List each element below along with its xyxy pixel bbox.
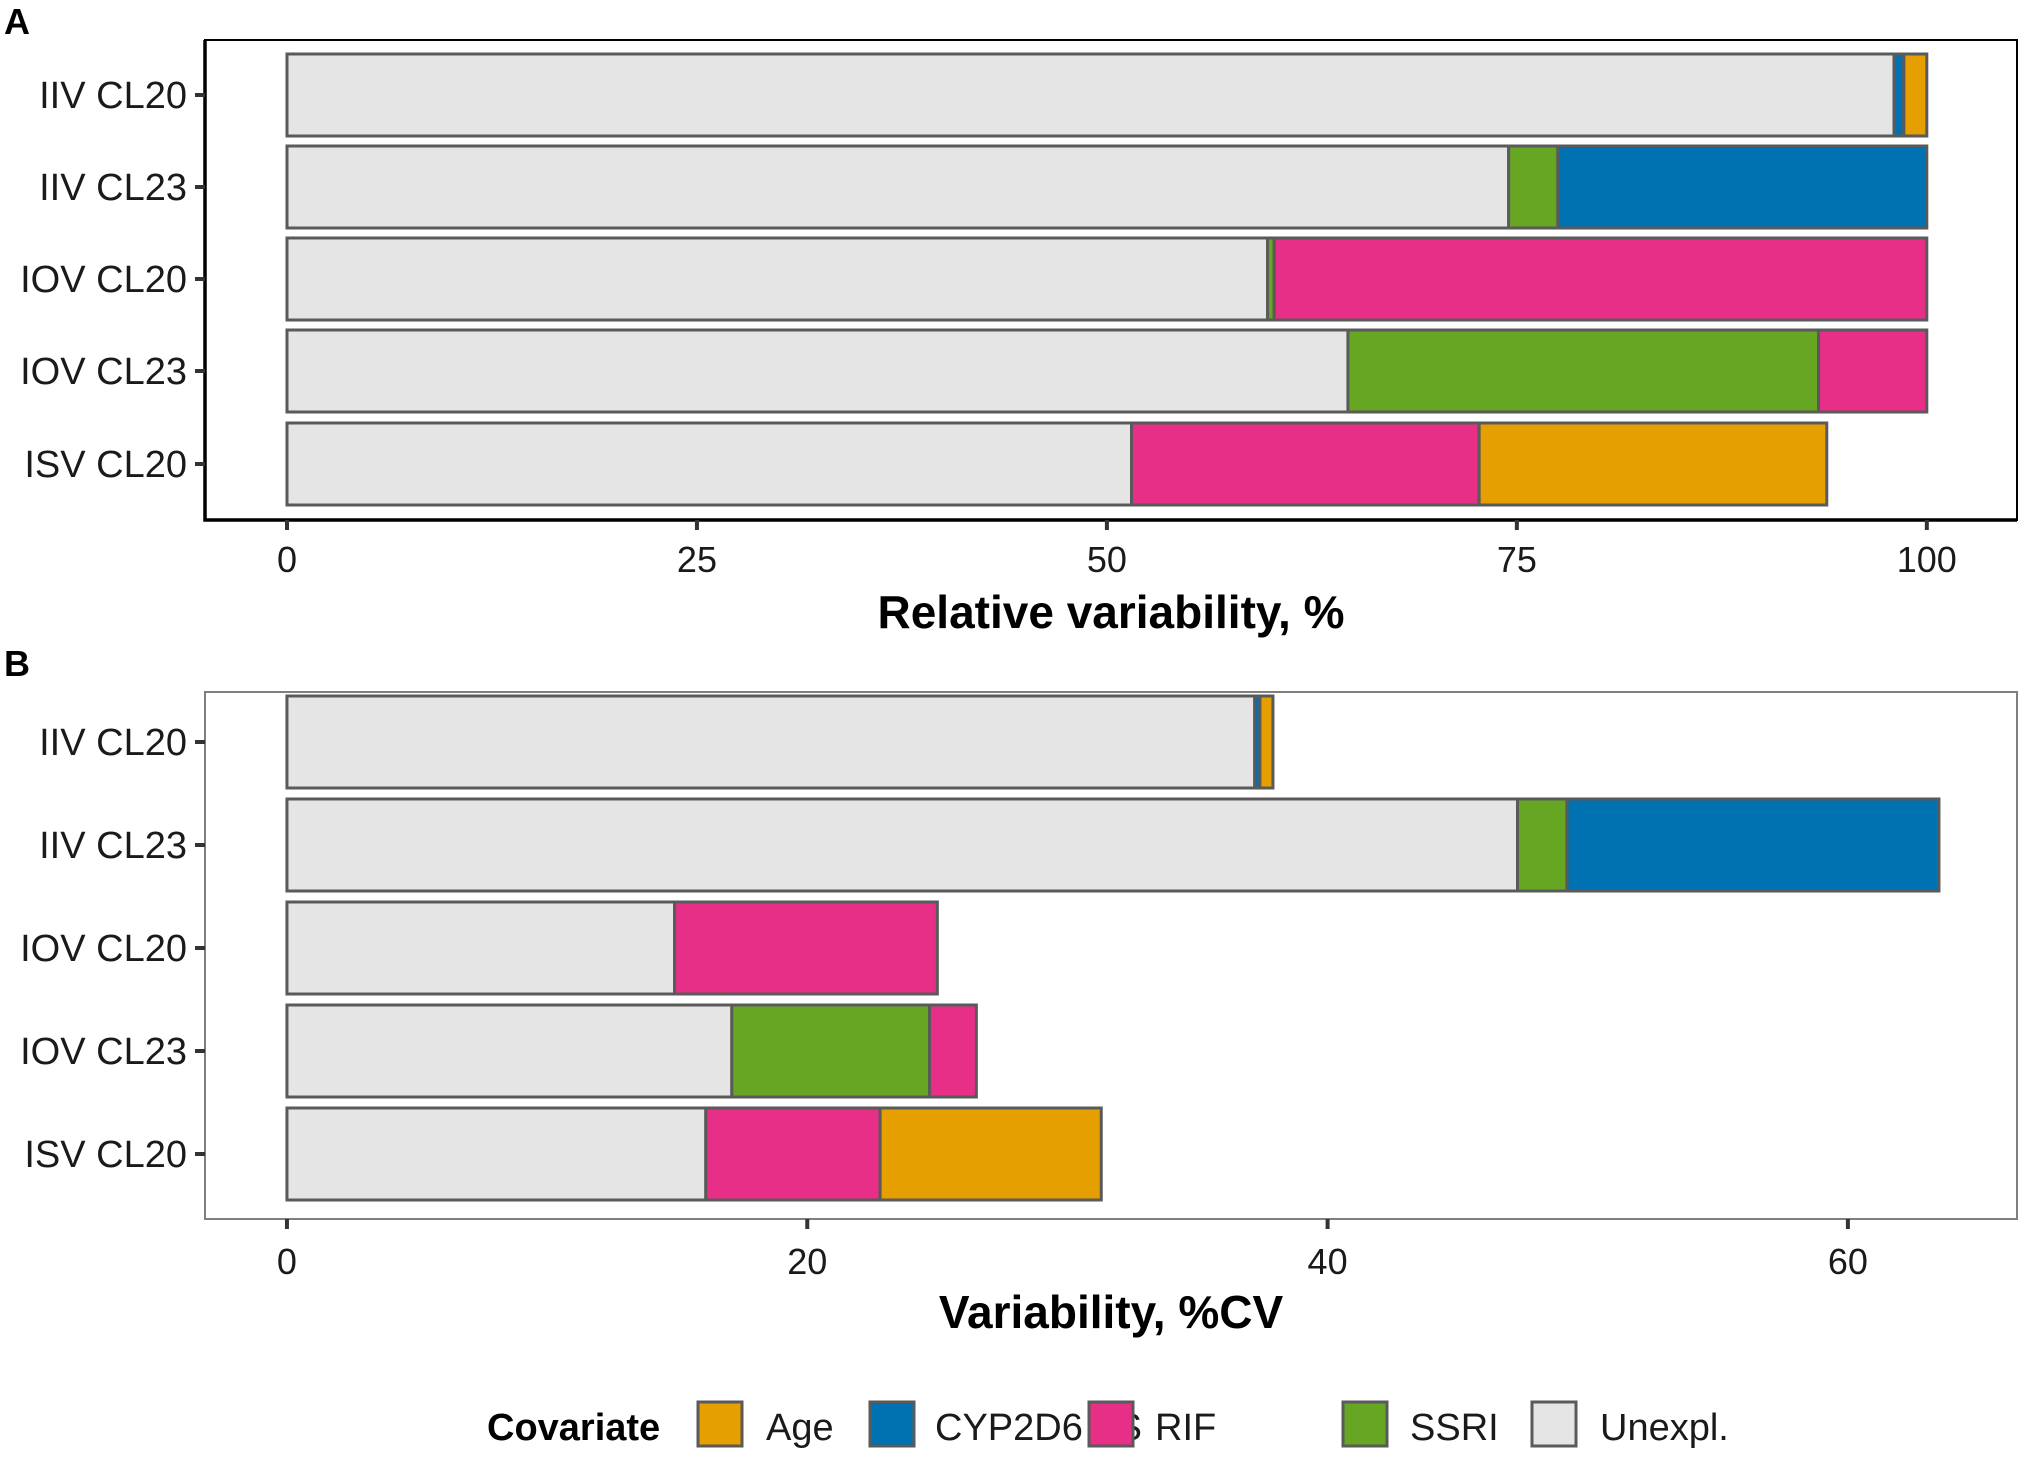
plot-panel-border [204, 691, 2018, 1220]
bar-iov-cl20-unexpl [285, 900, 677, 996]
bar-iiv-cl23-unexpl [285, 144, 1511, 230]
bar-iiv-cl20-unexpl [285, 694, 1257, 790]
y-tick-label: IIV CL20 [39, 75, 187, 117]
legend-key-unexpl [1530, 1400, 1578, 1448]
x-axis-title: Variability, %CV [939, 1286, 1284, 1338]
x-tick-label: 40 [1308, 1241, 1348, 1282]
y-tick-label: IOV CL20 [20, 259, 187, 301]
x-axis-title: Relative variability, % [877, 586, 1344, 638]
bar-iov-cl23-unexpl [285, 328, 1350, 414]
bar-iov-cl23-ssri [1346, 328, 1821, 414]
panel-label: B [4, 643, 30, 684]
x-tick-label: 50 [1087, 539, 1127, 580]
bar-iiv-cl20-age [1902, 52, 1929, 138]
y-tick-label: ISV CL20 [24, 444, 187, 486]
bar-isv-cl20-unexpl [285, 421, 1133, 507]
legend-label-age: Age [766, 1407, 834, 1449]
x-tick-label: 60 [1828, 1241, 1868, 1282]
legend: Covariate Age CYP2D6 AS RIF SSRI Unexpl. [487, 1400, 1729, 1449]
y-tick-label: IOV CL20 [20, 928, 187, 970]
bar-iov-cl23-unexpl [285, 1003, 734, 1099]
legend-key-rif [1087, 1400, 1135, 1448]
legend-label-ssri: SSRI [1410, 1407, 1499, 1449]
axis-lines [203, 40, 2017, 522]
y-tick-label: IOV CL23 [20, 351, 187, 393]
bar-iiv-cl23-cyp2d6-as [1556, 144, 1929, 230]
x-tick-label: 25 [677, 539, 717, 580]
bar-isv-cl20-unexpl [285, 1106, 708, 1202]
bar-isv-cl20-age [878, 1106, 1103, 1202]
bar-isv-cl20-rif [1129, 421, 1481, 507]
legend-key-ssri [1341, 1400, 1389, 1448]
panel-label: A [4, 1, 30, 42]
y-tick-label: IOV CL23 [20, 1031, 187, 1073]
legend-key-age [696, 1400, 744, 1448]
bar-iiv-cl23-cyp2d6-as [1565, 797, 1941, 893]
bar-isv-cl20-rif [704, 1106, 882, 1202]
y-tick-label: IIV CL23 [39, 167, 187, 209]
bar-iov-cl20-rif [673, 900, 939, 996]
y-tick-label: IIV CL20 [39, 722, 187, 764]
legend-key-cyp2d6-as [868, 1400, 916, 1448]
bar-iiv-cl20-unexpl [285, 52, 1896, 138]
x-tick-label: 20 [787, 1241, 827, 1282]
legend-title: Covariate [487, 1407, 660, 1449]
bar-isv-cl20-age [1477, 421, 1829, 507]
x-tick-label: 100 [1897, 539, 1957, 580]
x-tick-label: 0 [277, 1241, 297, 1282]
legend-label-unexpl: Unexpl. [1600, 1407, 1729, 1449]
bar-iiv-cl23-unexpl [285, 797, 1519, 893]
bar-iov-cl20-unexpl [285, 236, 1270, 322]
legend-label-rif: RIF [1155, 1407, 1216, 1449]
bar-iov-cl23-rif [928, 1003, 978, 1099]
bar-iiv-cl23-ssri [1507, 144, 1560, 230]
y-tick-label: ISV CL20 [24, 1134, 187, 1176]
bar-iov-cl23-rif [1817, 328, 1929, 414]
bar-iov-cl23-ssri [730, 1003, 932, 1099]
bar-iov-cl20-rif [1272, 236, 1929, 322]
x-tick-label: 75 [1497, 539, 1537, 580]
bar-iiv-cl20-age [1258, 694, 1275, 790]
y-tick-label: IIV CL23 [39, 825, 187, 867]
x-tick-label: 0 [277, 539, 297, 580]
bar-iiv-cl23-ssri [1515, 797, 1569, 893]
